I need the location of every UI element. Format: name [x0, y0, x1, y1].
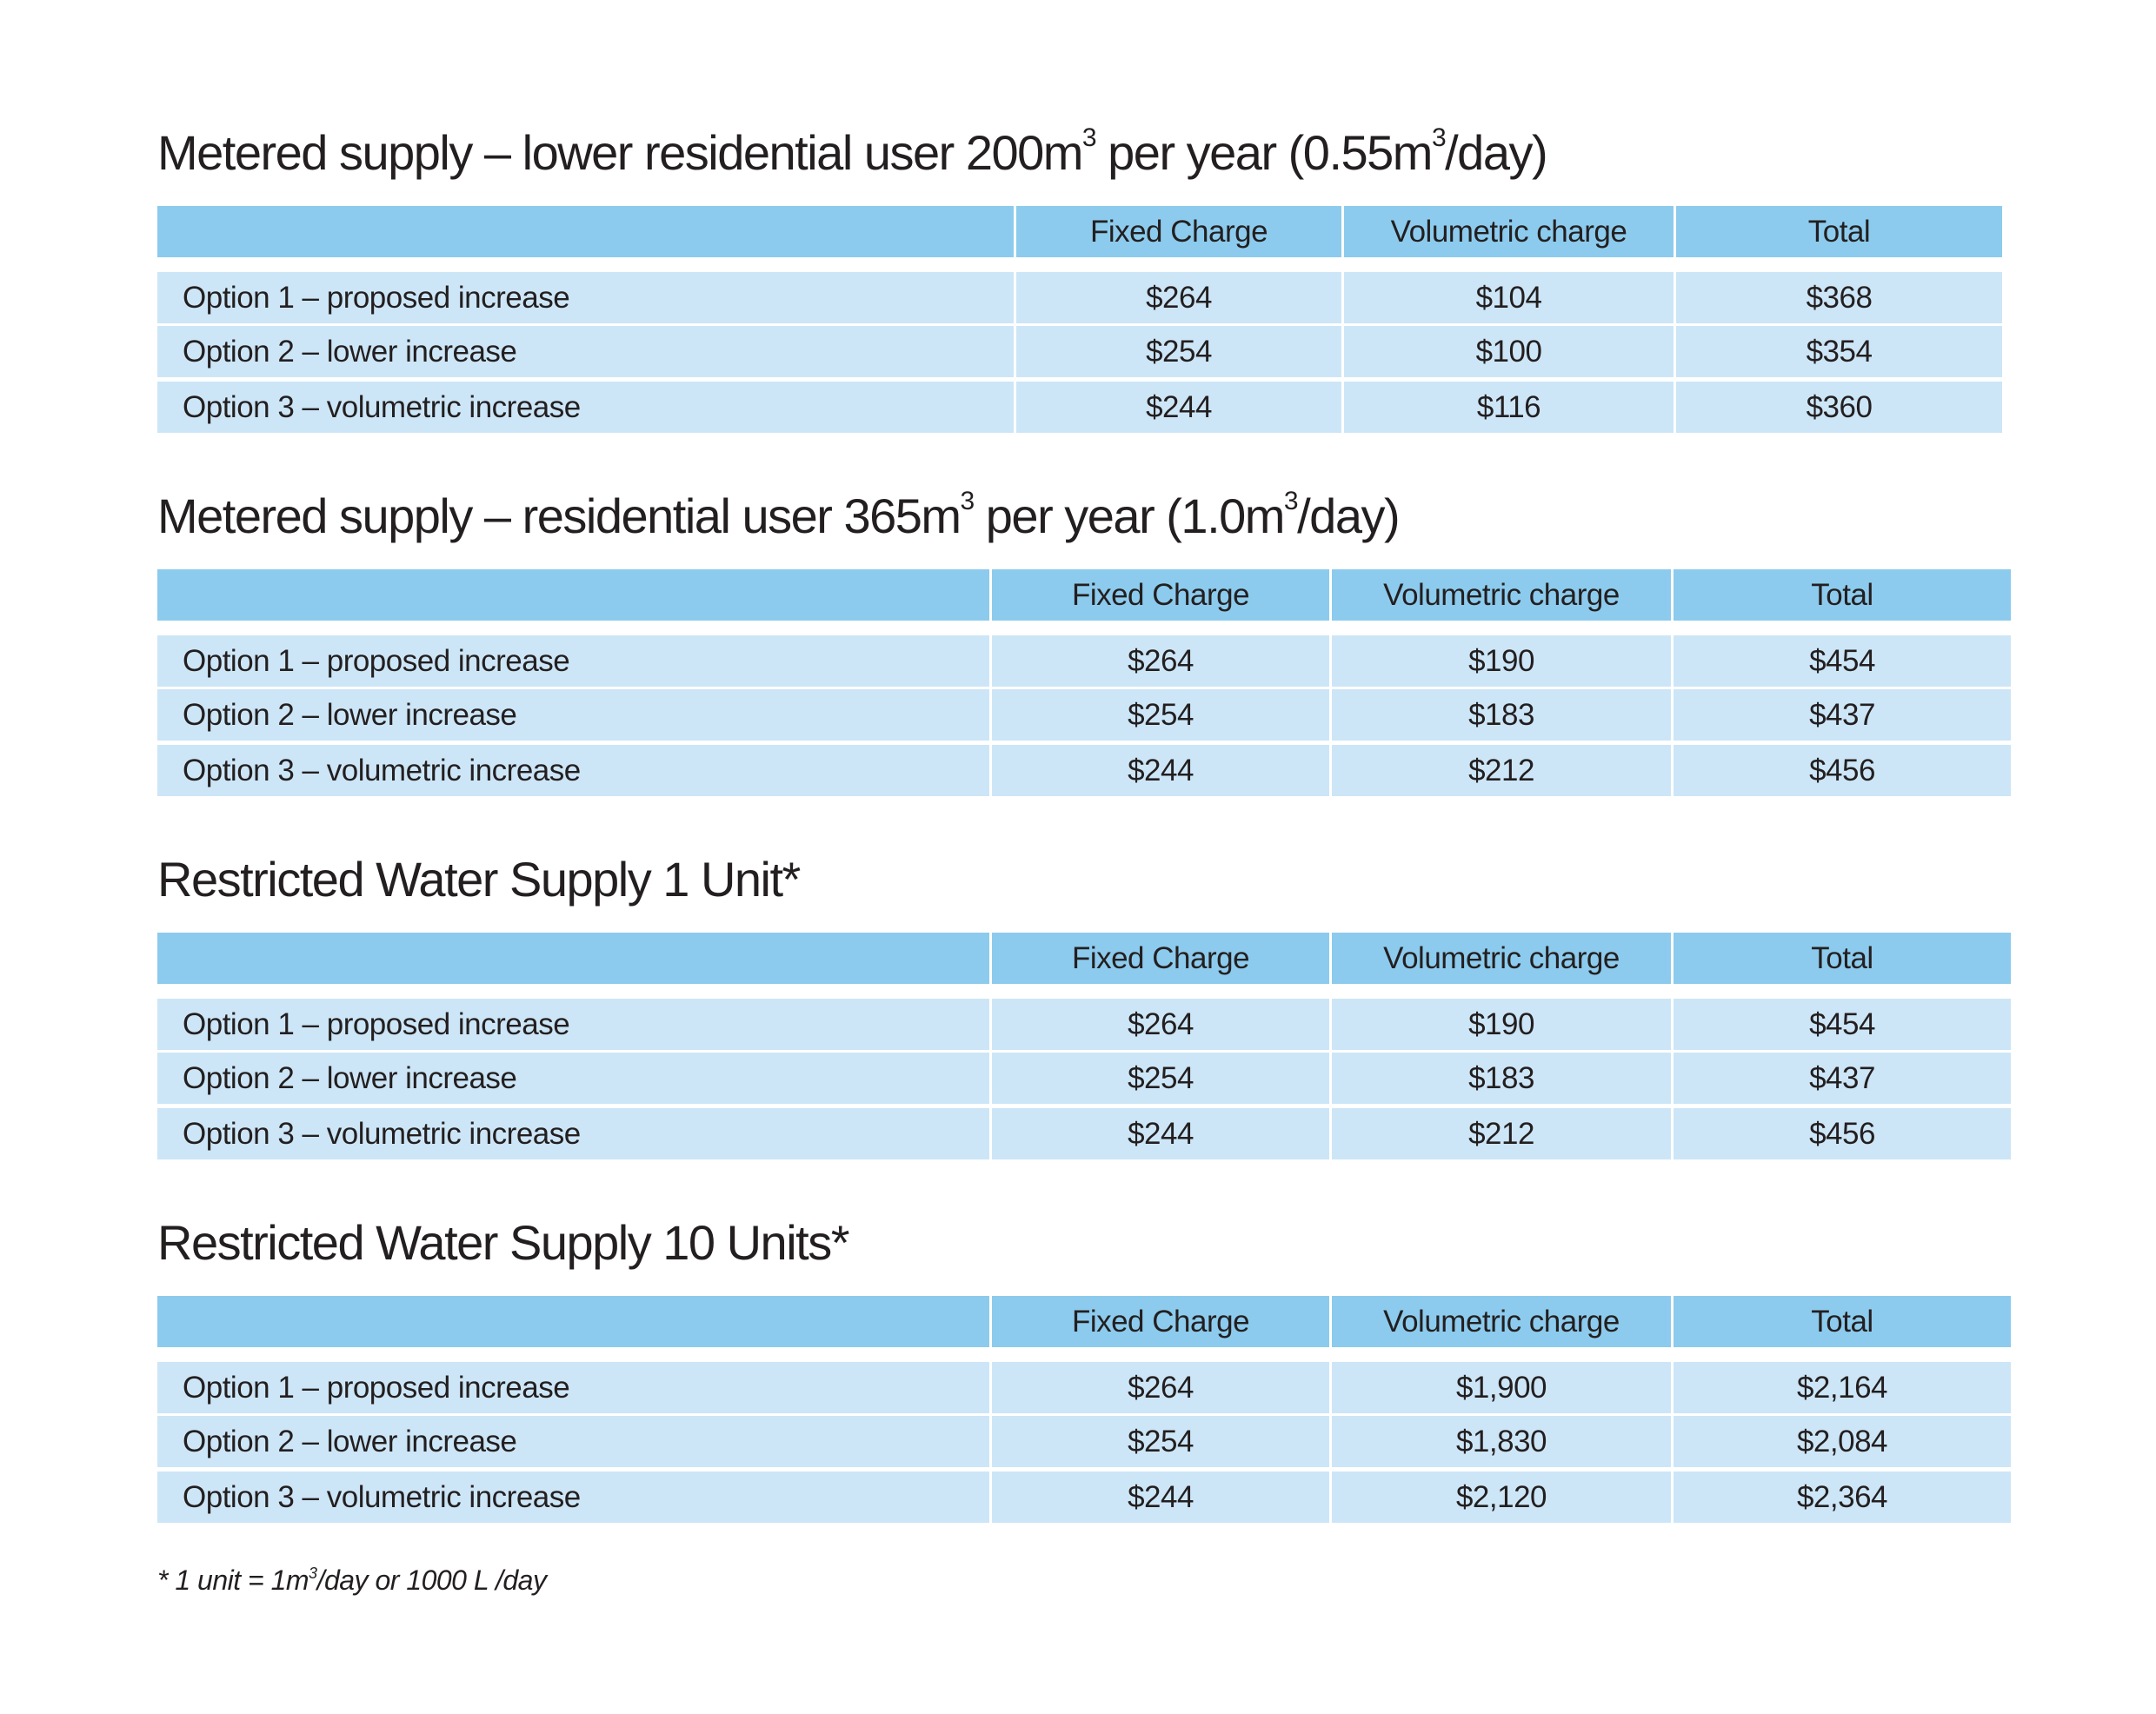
title-part: 3	[1431, 123, 1447, 152]
table-cell: $190	[1332, 999, 1671, 1050]
table-cell: $190	[1332, 635, 1671, 687]
row-label: Option 1 – proposed increase	[157, 999, 989, 1050]
table-cell: $354	[1676, 326, 2002, 377]
table-cell: $212	[1332, 1108, 1671, 1159]
table-cell: $456	[1674, 745, 2011, 796]
column-header: Total	[1674, 1296, 2011, 1347]
title-part: per year (0.55m	[1095, 125, 1433, 180]
table-cell: $264	[1016, 272, 1341, 323]
column-header	[157, 1296, 989, 1347]
title-part: Restricted Water Supply 10 Units*	[157, 1215, 849, 1270]
row-label: Option 1 – proposed increase	[157, 635, 989, 687]
table-cell: $116	[1344, 382, 1674, 433]
table-cell: $100	[1344, 326, 1674, 377]
table-cell: $212	[1332, 745, 1671, 796]
title-part: Metered supply – lower residential user …	[157, 125, 1083, 180]
column-header: Volumetric charge	[1332, 569, 1671, 621]
table-cell: $368	[1676, 272, 2002, 323]
footnote: * 1 unit = 1m3/day or 1000 L /day	[157, 1565, 547, 1597]
footnote-text: * 1 unit = 1m	[157, 1565, 309, 1596]
table-cell: $454	[1674, 999, 2011, 1050]
column-header	[157, 206, 1014, 257]
title-part: 3	[960, 487, 975, 515]
column-header: Fixed Charge	[1016, 206, 1341, 257]
row-label: Option 2 – lower increase	[157, 1053, 989, 1104]
title-part: Metered supply – residential user 365m	[157, 488, 962, 543]
column-header: Fixed Charge	[992, 569, 1329, 621]
table-cell: $254	[992, 1053, 1329, 1104]
row-label: Option 3 – volumetric increase	[157, 382, 1014, 433]
title-part: Restricted Water Supply 1 Unit*	[157, 852, 801, 907]
table-cell: $244	[992, 745, 1329, 796]
title-part: per year (1.0m	[973, 488, 1286, 543]
table-cell: $360	[1676, 382, 2002, 433]
column-header: Fixed Charge	[992, 1296, 1329, 1347]
table-cell: $104	[1344, 272, 1674, 323]
row-label: Option 2 – lower increase	[157, 1416, 989, 1467]
table-cell: $264	[992, 999, 1329, 1050]
table-cell: $264	[992, 1362, 1329, 1413]
column-header: Total	[1674, 569, 2011, 621]
row-label: Option 2 – lower increase	[157, 689, 989, 741]
table-cell: $254	[992, 689, 1329, 741]
table-cell: $456	[1674, 1108, 2011, 1159]
column-header: Volumetric charge	[1344, 206, 1674, 257]
column-header: Fixed Charge	[992, 933, 1329, 984]
row-label: Option 1 – proposed increase	[157, 272, 1014, 323]
title-part: /day)	[1445, 125, 1548, 180]
table-cell: $254	[1016, 326, 1341, 377]
table-cell: $244	[992, 1472, 1329, 1523]
table-cell: $437	[1674, 1053, 2011, 1104]
row-label: Option 3 – volumetric increase	[157, 1472, 989, 1523]
table-cell: $1,900	[1332, 1362, 1671, 1413]
table-cell: $2,084	[1674, 1416, 2011, 1467]
title-part: 3	[1081, 123, 1097, 152]
title-part: 3	[1283, 487, 1299, 515]
table-cell: $244	[1016, 382, 1341, 433]
table-cell: $437	[1674, 689, 2011, 741]
row-label: Option 1 – proposed increase	[157, 1362, 989, 1413]
table-cell: $183	[1332, 689, 1671, 741]
section-title: Restricted Water Supply 1 Unit*	[157, 852, 801, 907]
table-cell: $254	[992, 1416, 1329, 1467]
footnote-text-end: /day or 1000 L /day	[316, 1565, 547, 1596]
title-part: /day)	[1297, 488, 1401, 543]
section-title: Restricted Water Supply 10 Units*	[157, 1219, 849, 1267]
table-cell: $2,364	[1674, 1472, 2011, 1523]
table-cell: $264	[992, 635, 1329, 687]
column-header	[157, 933, 989, 984]
table-cell: $244	[992, 1108, 1329, 1159]
column-header: Volumetric charge	[1332, 1296, 1671, 1347]
row-label: Option 3 – volumetric increase	[157, 745, 989, 796]
table-cell: $2,164	[1674, 1362, 2011, 1413]
column-header: Total	[1676, 206, 2002, 257]
section-title: Metered supply – residential user 365m3 …	[157, 488, 1401, 541]
table-cell: $2,120	[1332, 1472, 1671, 1523]
table-cell: $1,830	[1332, 1416, 1671, 1467]
column-header: Total	[1674, 933, 2011, 984]
row-label: Option 2 – lower increase	[157, 326, 1014, 377]
column-header	[157, 569, 989, 621]
row-label: Option 3 – volumetric increase	[157, 1108, 989, 1159]
section-title: Metered supply – lower residential user …	[157, 125, 1548, 177]
table-cell: $454	[1674, 635, 2011, 687]
table-cell: $183	[1332, 1053, 1671, 1104]
footnote-sup: 3	[309, 1565, 317, 1582]
column-header: Volumetric charge	[1332, 933, 1671, 984]
